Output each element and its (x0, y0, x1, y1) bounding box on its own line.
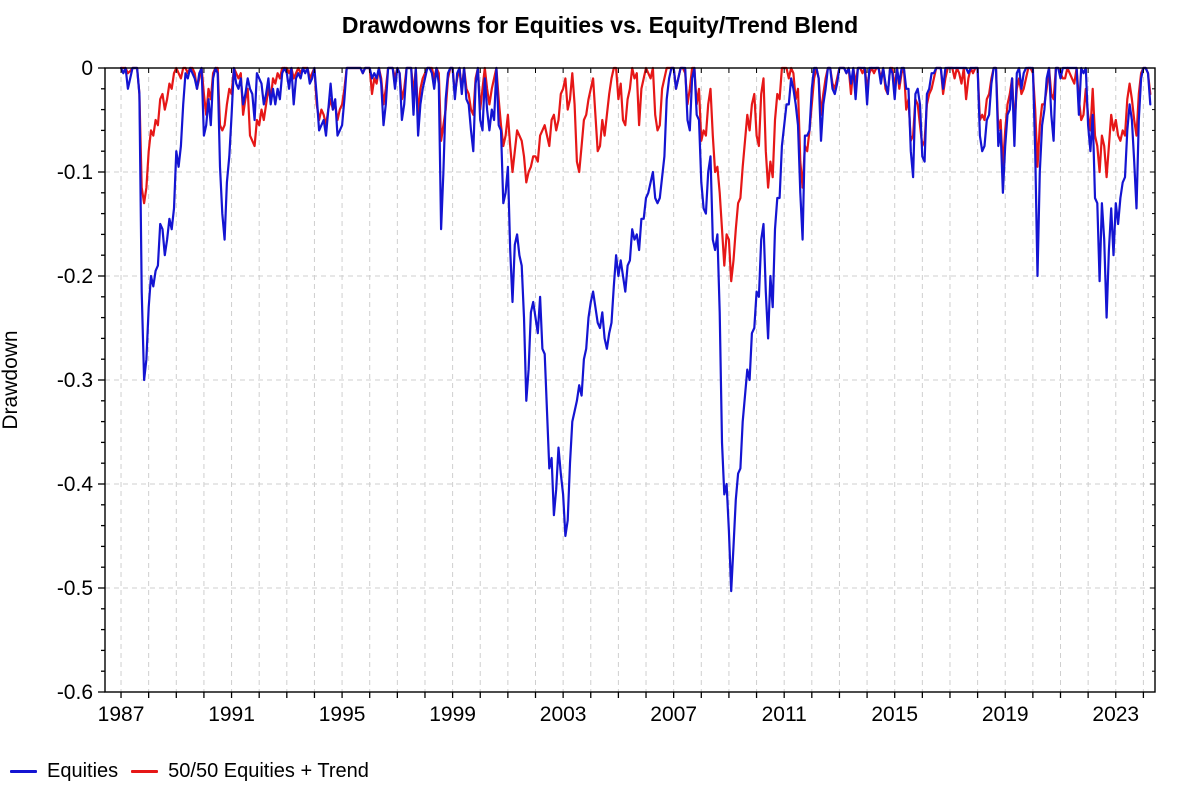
x-tick-label: 2023 (1092, 703, 1139, 726)
equities-series-line (119, 66, 1152, 593)
legend: Equities 50/50 Equities + Trend (10, 760, 369, 783)
x-tick-label: 2015 (871, 703, 918, 726)
legend-item-blend: 50/50 Equities + Trend (131, 760, 369, 783)
x-tick-label: 1995 (319, 703, 366, 726)
equities-legend-label: Equities (47, 760, 119, 782)
y-tick-label: -0.4 (57, 473, 94, 496)
x-tick-label: 2007 (650, 703, 697, 726)
y-tick-label: -0.5 (57, 577, 93, 600)
x-tick-label: 2019 (982, 703, 1029, 726)
x-tick-label: 1987 (98, 703, 145, 726)
y-tick-label: -0.1 (57, 161, 93, 184)
y-tick-label: -0.6 (57, 681, 93, 704)
x-tick-label: 2003 (540, 703, 587, 726)
y-tick-label: 0 (81, 57, 93, 80)
legend-item-equities: Equities (10, 760, 118, 783)
x-tick-label: 1999 (429, 703, 476, 726)
x-tick-label: 2011 (762, 703, 807, 726)
x-tick-label: 1991 (208, 703, 255, 726)
blend-legend-label: 50/50 Equities + Trend (168, 760, 369, 782)
chart-title: Drawdowns for Equities vs. Equity/Trend … (341, 12, 859, 38)
equities-line-swatch-icon (10, 770, 37, 773)
y-tick-label: -0.2 (57, 265, 93, 288)
blend-line-swatch-icon (131, 770, 159, 773)
y-tick-label: -0.3 (57, 369, 93, 392)
